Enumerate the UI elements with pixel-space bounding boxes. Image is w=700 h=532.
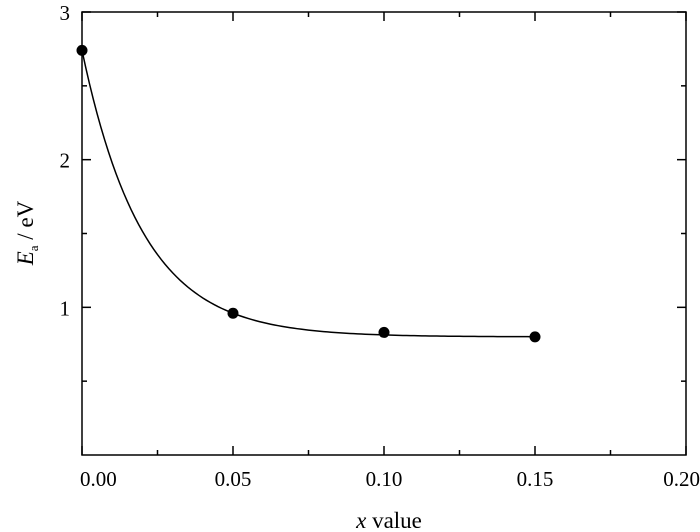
data-point xyxy=(76,44,88,56)
x-axis-ticks: 0.00 0.05 0.10 0.15 0.20 xyxy=(80,12,700,491)
y-tick-label: 3 xyxy=(60,1,71,25)
x-tick-label: 0.15 xyxy=(517,467,554,491)
data-point xyxy=(227,307,239,319)
x-tick-label: 0.10 xyxy=(366,467,403,491)
data-point xyxy=(378,326,390,338)
x-axis-title: x value xyxy=(355,508,422,532)
data-point xyxy=(529,331,541,343)
y-tick-label: 2 xyxy=(60,149,71,173)
x-tick-label: 0.05 xyxy=(215,467,252,491)
y-tick-label: 1 xyxy=(60,296,71,320)
x-tick-label: 0.20 xyxy=(663,467,700,491)
y-axis-title: Ea / eV xyxy=(13,200,41,266)
x-tick-label: 0.00 xyxy=(80,467,117,491)
data-points xyxy=(76,44,541,343)
fit-curve xyxy=(81,50,536,338)
y-axis-ticks: 1 2 3 xyxy=(60,1,686,382)
plot-frame xyxy=(81,11,687,456)
